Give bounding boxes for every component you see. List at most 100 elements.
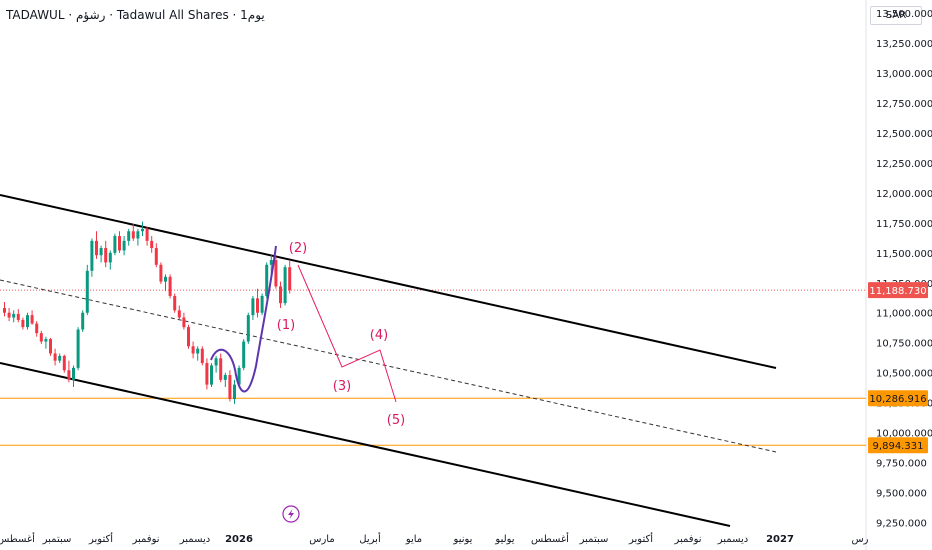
candle-body (283, 267, 287, 304)
candle-body (127, 231, 131, 241)
x-tick-label: أكتوبر (88, 532, 113, 545)
candle-body (122, 240, 126, 251)
candle-body (219, 358, 223, 380)
candle-body (113, 236, 117, 253)
candle-body (256, 298, 259, 313)
x-tick-label: سبتمبر (579, 534, 609, 545)
y-tick-label: 11,750.000 (876, 219, 932, 230)
candle-body (81, 312, 85, 330)
wave-label: (3) (333, 379, 351, 394)
y-tick-label: 11,000.000 (876, 309, 932, 320)
x-tick-label: أكتوبر (628, 532, 653, 545)
y-tick-label: 13,500.000 (876, 9, 932, 20)
candle-body (233, 384, 236, 400)
candle-body (246, 315, 250, 342)
candle-body (3, 307, 6, 313)
projected-wave-path[interactable] (297, 264, 397, 403)
candle-body (16, 313, 20, 320)
candle-body (214, 358, 218, 366)
candle-body (99, 248, 103, 256)
candle-body (182, 317, 186, 328)
candle-body (223, 375, 227, 380)
candle-body (7, 312, 11, 318)
candle-body (210, 365, 213, 385)
candle-body (136, 231, 140, 239)
x-tick-label: ديسمبر (179, 534, 210, 545)
cup-curve[interactable] (210, 245, 277, 393)
y-tick-label: 12,250.000 (876, 159, 932, 170)
candle-body (242, 341, 246, 368)
x-tick-label: نوفمبر (131, 534, 159, 545)
candle-body (72, 367, 75, 380)
candle-body (251, 298, 255, 316)
candle-body (44, 339, 48, 342)
candle-body (154, 248, 158, 265)
candle-body (67, 370, 71, 380)
y-tick-label: 9,250.000 (876, 518, 927, 529)
x-tick-label: نوفمبر (673, 534, 701, 545)
candle-body (90, 240, 94, 271)
candle-body (145, 228, 149, 241)
candle-body (237, 367, 241, 385)
candle-body (196, 348, 200, 354)
candle-body (274, 260, 278, 287)
x-tick-label: مايو (405, 534, 422, 545)
candle-body (95, 240, 98, 256)
x-tick-label: ديسمبر (717, 534, 748, 545)
candle-body (85, 270, 89, 313)
y-tick-label: 13,250.000 (876, 39, 932, 50)
currency-button[interactable]: SAR (870, 6, 922, 25)
x-tick-label: 2027 (766, 534, 794, 545)
wave-label: (5) (387, 413, 405, 428)
candle-body (177, 310, 181, 318)
candle-body (39, 333, 43, 342)
x-tick-label: يوليو (494, 534, 514, 545)
price-label-text: 11,188.730 (869, 286, 926, 297)
candle-body (269, 260, 273, 265)
candle-body (35, 323, 39, 334)
price-label-text: 10,286.916 (869, 394, 926, 405)
price-label-badge (868, 437, 928, 454)
x-tick-label: أبريل (359, 532, 381, 545)
candle-body (205, 363, 209, 385)
candle-body (26, 315, 29, 328)
candle-body (288, 267, 292, 291)
candle-body (141, 228, 144, 232)
x-tick-label: يونيو (453, 534, 473, 545)
candle-body (12, 313, 16, 318)
lightning-icon[interactable] (282, 505, 300, 523)
x-tick-label: سبتمبر (42, 534, 72, 545)
candle-body (279, 286, 282, 304)
chart-title: TADAWUL · رشؤم · Tadawul All Shares · 1ي… (6, 8, 265, 22)
y-tick-label: 10,000.000 (876, 429, 932, 440)
x-tick-label: رس (851, 534, 868, 545)
wave-label: (4) (370, 328, 388, 343)
candle-body (260, 295, 264, 313)
x-tick-label: أغسطس (531, 532, 569, 545)
channel-lower-line[interactable] (0, 362, 731, 527)
wave-label: (2) (289, 241, 307, 256)
x-tick-label: أغسطس (0, 532, 35, 545)
candle-body (30, 315, 34, 324)
candle-body (150, 240, 154, 249)
candle-body (49, 339, 52, 354)
candle-body (76, 329, 80, 368)
x-tick-label: 2026 (225, 534, 253, 545)
y-tick-label: 11,500.000 (876, 249, 932, 260)
y-tick-label: 12,750.000 (876, 99, 932, 110)
price-label-badge (868, 390, 928, 407)
candle-body (21, 319, 25, 328)
candle-body (53, 353, 57, 361)
y-tick-label: 10,750.000 (876, 339, 932, 350)
candle-body (62, 355, 66, 371)
candle-body (131, 231, 135, 239)
channel-upper-line[interactable] (0, 194, 777, 369)
y-tick-label: 9,750.000 (876, 459, 927, 470)
candle-body (159, 264, 163, 282)
candle-body (108, 252, 112, 263)
y-tick-label: 12,000.000 (876, 189, 932, 200)
candle-body (200, 348, 204, 364)
y-tick-label: 13,000.000 (876, 69, 932, 80)
candle-body (173, 295, 177, 311)
